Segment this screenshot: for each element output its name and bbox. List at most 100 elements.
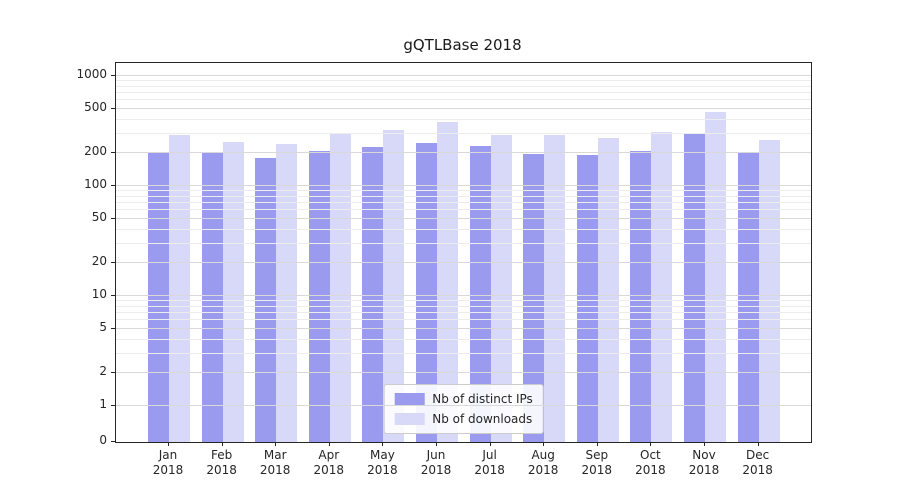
x-tick-mark bbox=[757, 442, 759, 446]
y-tick-mark bbox=[111, 405, 115, 406]
x-tick-mark bbox=[489, 442, 491, 446]
legend-label-downloads: Nb of downloads bbox=[432, 412, 533, 426]
gridline-minor bbox=[116, 195, 811, 197]
plot-area: Nb of distinct IPs Nb of downloads bbox=[115, 62, 812, 443]
legend-swatch-downloads bbox=[394, 413, 425, 425]
x-tick-label-may: May 2018 bbox=[367, 448, 398, 477]
ips-bar-may bbox=[362, 147, 384, 442]
ips-bar-jul bbox=[469, 146, 491, 442]
x-tick-label-sep: Sep 2018 bbox=[581, 448, 613, 477]
y-tick-label-50: 50 bbox=[91, 210, 107, 225]
ips-bar-feb bbox=[201, 153, 223, 442]
gridline-minor bbox=[116, 209, 811, 211]
y-tick-label-500: 500 bbox=[84, 100, 107, 115]
y-tick-mark bbox=[111, 371, 115, 373]
x-tick-mark bbox=[543, 442, 545, 446]
gridline-10 bbox=[116, 295, 811, 296]
ips-bar-oct bbox=[630, 151, 652, 442]
x-tick-mark bbox=[436, 442, 437, 446]
gridline-20 bbox=[116, 261, 811, 263]
gridline-minor bbox=[116, 312, 811, 314]
gridline-minor bbox=[116, 118, 811, 120]
gridline-minor bbox=[116, 190, 811, 192]
gridline-minor bbox=[116, 305, 811, 307]
ips-bar-jan bbox=[148, 151, 169, 442]
y-tick-label-10: 10 bbox=[91, 287, 107, 301]
x-tick-label-feb: Feb 2018 bbox=[206, 448, 237, 477]
x-tick-mark bbox=[221, 442, 223, 446]
ips-bar-aug bbox=[523, 153, 545, 442]
x-tick-label-dec: Dec 2018 bbox=[742, 448, 773, 477]
x-tick-mark bbox=[328, 442, 330, 446]
downloads-bar-jul bbox=[490, 134, 512, 442]
gridline-minor bbox=[116, 352, 811, 354]
y-tick-mark bbox=[111, 185, 115, 186]
downloads-bar-jan bbox=[169, 135, 190, 442]
gridline-minor bbox=[116, 319, 811, 321]
ips-bar-sep bbox=[576, 155, 598, 442]
y-tick-label-2: 2 bbox=[99, 363, 107, 378]
x-tick-label-apr: Apr 2018 bbox=[313, 448, 345, 477]
legend-swatch-distinct-ips bbox=[394, 393, 425, 405]
gridline-200 bbox=[116, 151, 811, 153]
y-tick-label-1: 1 bbox=[99, 397, 107, 411]
gridline-1 bbox=[116, 405, 811, 406]
legend-row-downloads: Nb of downloads bbox=[394, 412, 533, 426]
x-tick-label-oct: Oct 2018 bbox=[635, 448, 666, 477]
x-tick-mark bbox=[382, 442, 384, 446]
y-tick-mark bbox=[111, 108, 115, 110]
downloads-bar-feb bbox=[222, 141, 244, 442]
gridline-1000 bbox=[116, 75, 811, 76]
legend-row-distinct-ips: Nb of distinct IPs bbox=[394, 392, 533, 406]
y-tick-mark bbox=[111, 218, 115, 220]
gridline-500 bbox=[116, 108, 811, 110]
downloads-bar-sep bbox=[597, 138, 619, 442]
gridline-minor bbox=[116, 80, 811, 82]
ips-bar-apr bbox=[308, 151, 330, 442]
gridline-50 bbox=[116, 218, 811, 220]
ips-bar-jun bbox=[416, 142, 437, 442]
y-tick-mark bbox=[111, 441, 115, 442]
y-tick-label-100: 100 bbox=[84, 177, 107, 191]
legend-label-distinct-ips: Nb of distinct IPs bbox=[432, 392, 533, 406]
gridline-minor bbox=[116, 132, 811, 134]
gridline-100 bbox=[116, 185, 811, 186]
gridline-minor bbox=[116, 300, 811, 302]
gridline-minor bbox=[116, 338, 811, 340]
chart-title: gQTLBase 2018 bbox=[403, 36, 522, 54]
ips-bar-nov bbox=[684, 133, 705, 442]
gridline-minor bbox=[116, 92, 811, 94]
y-tick-label-1000: 1000 bbox=[76, 67, 107, 81]
x-tick-mark bbox=[596, 442, 598, 446]
gridline-minor bbox=[116, 99, 811, 101]
x-tick-mark bbox=[650, 442, 652, 446]
y-tick-mark bbox=[111, 151, 115, 153]
x-tick-mark bbox=[168, 442, 169, 446]
x-tick-label-jul: Jul 2018 bbox=[474, 448, 505, 477]
y-tick-mark bbox=[111, 75, 115, 76]
x-tick-label-aug: Aug 2018 bbox=[527, 448, 559, 477]
x-tick-mark bbox=[275, 442, 277, 446]
downloads-bar-dec bbox=[758, 140, 780, 442]
x-tick-label-jan: Jan 2018 bbox=[152, 448, 184, 477]
downloads-bar-oct bbox=[651, 131, 673, 442]
gridline-minor bbox=[116, 228, 811, 230]
y-tick-label-5: 5 bbox=[99, 320, 107, 335]
gridline-minor bbox=[116, 202, 811, 204]
downloads-bar-may bbox=[383, 130, 405, 442]
gridline-minor bbox=[116, 242, 811, 244]
legend: Nb of distinct IPs Nb of downloads bbox=[383, 384, 544, 434]
x-tick-mark bbox=[704, 442, 705, 446]
gridline-5 bbox=[116, 328, 811, 330]
downloads-bar-mar bbox=[276, 143, 298, 442]
ips-bar-dec bbox=[737, 153, 759, 442]
x-tick-label-jun: Jun 2018 bbox=[420, 448, 452, 477]
x-tick-label-nov: Nov 2018 bbox=[688, 448, 720, 477]
y-tick-label-0: 0 bbox=[99, 433, 107, 447]
downloads-bar-jun bbox=[437, 121, 458, 442]
downloads-bar-apr bbox=[329, 134, 351, 442]
y-tick-mark bbox=[111, 295, 115, 296]
downloads-bar-nov bbox=[705, 112, 726, 442]
gridline-minor bbox=[116, 85, 811, 87]
